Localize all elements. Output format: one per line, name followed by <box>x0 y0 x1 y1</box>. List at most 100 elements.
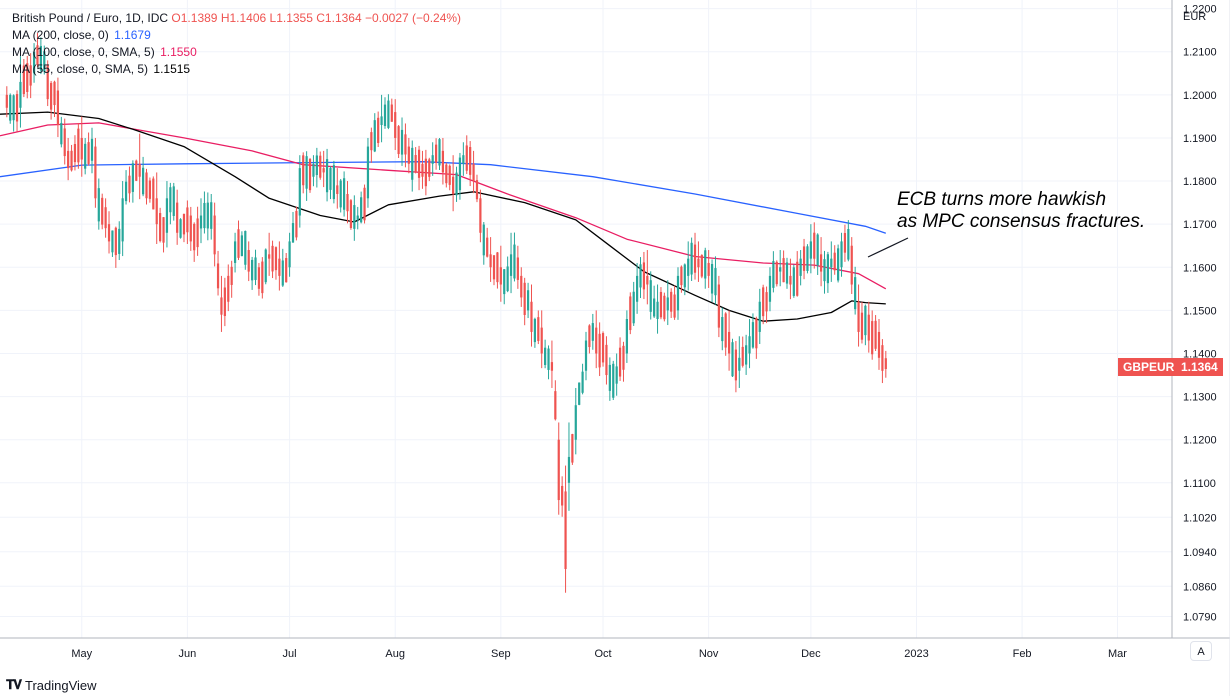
candle-body <box>240 235 244 257</box>
candle-body <box>475 180 479 200</box>
candle-body <box>329 167 332 190</box>
ma200-value: 1.1679 <box>114 28 151 42</box>
candle-body <box>601 333 605 363</box>
candle-body <box>823 259 826 282</box>
candle-body <box>285 258 288 283</box>
candle-body <box>554 391 557 420</box>
candle-body <box>837 248 840 281</box>
x-tick-label: Jul <box>283 648 297 660</box>
candle-body <box>431 155 434 164</box>
candle-body <box>455 172 458 196</box>
candle-body <box>550 362 554 371</box>
candle-body <box>148 180 152 199</box>
candle-body <box>428 159 431 177</box>
candle-body <box>12 95 15 121</box>
candle-body <box>751 322 755 348</box>
candle-body <box>84 143 87 169</box>
candle-body <box>411 147 414 180</box>
candle-body <box>138 163 141 177</box>
candle-body <box>251 259 254 281</box>
candle-body <box>162 217 165 243</box>
candle-body <box>482 224 485 256</box>
candle-body <box>377 117 380 144</box>
candle-body <box>516 257 519 280</box>
candle-body <box>809 241 812 259</box>
candle-body <box>683 264 686 288</box>
candle-body <box>782 258 785 283</box>
candle-body <box>32 51 36 74</box>
candle-body <box>220 297 223 315</box>
y-tick-label: 1.1100 <box>1183 478 1216 490</box>
ma100-label: MA (100, close, 0, SMA, 5) <box>12 45 155 59</box>
annotation-line-1: ECB turns more hawkish <box>897 189 1107 210</box>
candle-body <box>39 45 42 71</box>
candle-body <box>847 229 850 260</box>
candle-body <box>308 159 312 191</box>
candle-body <box>687 258 690 276</box>
candle-body <box>710 263 714 294</box>
candle-body <box>264 249 267 283</box>
candle-body <box>717 284 720 328</box>
tradingview-logo[interactable]: 𝐓𝐕 TradingView <box>6 677 97 693</box>
candle-body <box>544 347 547 366</box>
candle-body <box>438 139 441 166</box>
candle-body <box>526 290 530 311</box>
annotation-line-2: as MPC consensus fractures. <box>897 211 1146 232</box>
candle-body <box>434 144 438 163</box>
ma55-value: 1.1515 <box>153 62 191 76</box>
candle-body <box>697 258 700 268</box>
candle-body <box>561 485 564 506</box>
candle-body <box>673 294 676 318</box>
candle-body <box>581 371 584 393</box>
candle-body <box>547 348 550 370</box>
candle-body <box>77 128 80 163</box>
candle-body <box>656 301 659 319</box>
x-tick-label: Dec <box>801 648 821 660</box>
candle-body <box>670 291 673 312</box>
candle-body <box>281 260 284 286</box>
candle-body <box>557 439 560 501</box>
candle-body <box>871 321 874 355</box>
candle-body <box>598 333 601 368</box>
candle-body <box>540 327 543 354</box>
candle-body <box>653 298 656 317</box>
y-tick-label: 1.1600 <box>1183 262 1217 274</box>
tradingview-brand: TradingView <box>25 677 97 693</box>
candle-body <box>394 112 397 138</box>
y-tick-label: 1.1900 <box>1183 133 1217 145</box>
candle-body <box>261 261 264 294</box>
candle-body <box>342 178 346 210</box>
candle-body <box>666 297 669 311</box>
ma55-row[interactable]: MA (55, close, 0, SMA, 5) 1.1515 <box>12 61 461 78</box>
candle-body <box>738 357 741 371</box>
candle-body <box>210 202 213 229</box>
candle-body <box>816 234 819 266</box>
candle-body <box>414 155 417 173</box>
y-tick-label: 1.1500 <box>1183 305 1217 317</box>
candle-body <box>380 116 383 126</box>
candle-body <box>830 258 833 268</box>
candle-body <box>622 345 625 370</box>
low-value: L1.1355 <box>269 11 313 25</box>
x-tick-label: Sep <box>491 648 511 660</box>
candle-body <box>741 346 744 366</box>
candle-body <box>704 250 707 279</box>
candle-body <box>128 175 131 194</box>
candle-body <box>632 291 635 324</box>
ma200-row[interactable]: MA (200, close, 0) 1.1679 <box>12 27 461 44</box>
candle-body <box>67 150 70 169</box>
candle-body <box>407 146 410 164</box>
currency-label: EUR <box>1183 11 1206 23</box>
candle-body <box>107 224 111 242</box>
candle-body <box>73 144 77 163</box>
ma100-row[interactable]: MA (100, close, 0, SMA, 5) 1.1550 <box>12 44 461 61</box>
auto-scale-button[interactable]: A <box>1190 641 1212 661</box>
candle-body <box>768 275 772 302</box>
candle-body <box>29 65 32 86</box>
candle-body <box>513 244 516 279</box>
x-tick-label: Aug <box>385 648 405 660</box>
candle-body <box>588 325 591 348</box>
